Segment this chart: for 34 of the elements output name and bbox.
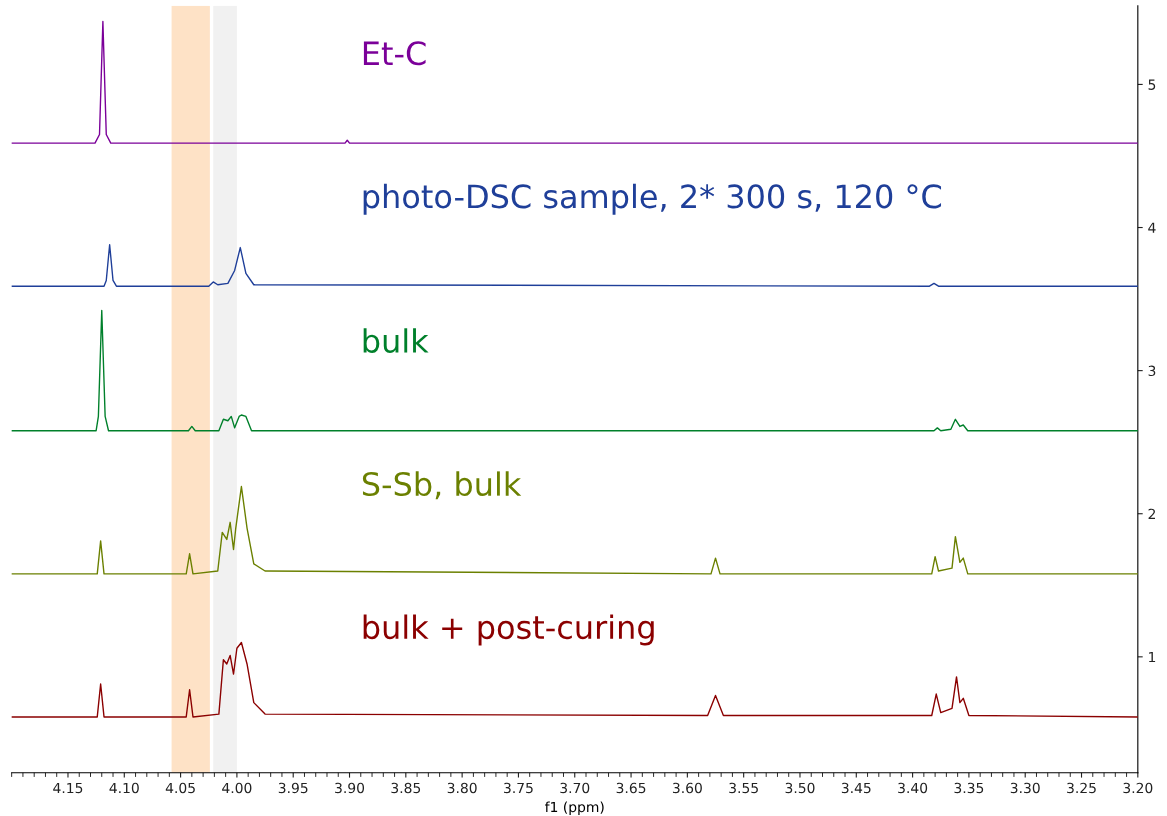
x-tick-label: 4.10 — [109, 782, 139, 794]
x-tick-label: 3.65 — [616, 782, 646, 794]
line-series — [11, 309, 1138, 432]
text: Et-C — [363, 41, 426, 66]
x-tick-label: 3.30 — [1010, 782, 1040, 794]
x-tick-label: 3.25 — [1067, 782, 1096, 794]
x-tick-label: 3.80 — [447, 782, 477, 794]
x-tick-label: 4.00 — [222, 782, 252, 794]
x-tick-label: 4.05 — [165, 782, 195, 794]
text: bulk — [363, 328, 429, 353]
x-tick-label: 3.50 — [785, 782, 815, 794]
x-axis-title: f1 (ppm) — [545, 801, 604, 815]
y-tick-label: 3 — [1148, 365, 1156, 377]
x-tick-label: 3.75 — [504, 782, 533, 794]
text: bulk + post-curing — [363, 614, 654, 646]
x-tick-label: 3.20 — [1123, 782, 1153, 794]
x-tick-label: 3.35 — [954, 782, 984, 794]
x-tick-label: 3.55 — [729, 782, 758, 794]
x-tick-label: 3.85 — [391, 782, 421, 794]
line-series — [11, 244, 1138, 287]
x-tick-label: 3.90 — [335, 782, 365, 794]
x-tick-label: 3.40 — [898, 782, 928, 794]
y-tick-label: 1 — [1149, 651, 1156, 663]
text: S-Sb, bulk — [362, 471, 522, 500]
y-tick-label: 4 — [1148, 222, 1156, 233]
x-tick-label: 3.95 — [278, 782, 308, 794]
x-tick-label: 4.15 — [53, 782, 83, 794]
y-tick-label: 2 — [1148, 508, 1155, 520]
text: photo-DSC sample, 2* 300 s, 120 °C — [363, 183, 942, 215]
x-tick-label: 3.45 — [841, 782, 871, 794]
line-series — [11, 20, 1138, 144]
y-tick-label: 5 — [1148, 79, 1156, 90]
x-tick-label: 3.70 — [560, 782, 590, 794]
x-tick-label: 3.60 — [672, 782, 702, 794]
